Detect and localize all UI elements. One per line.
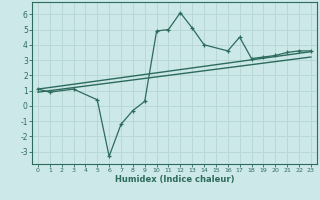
X-axis label: Humidex (Indice chaleur): Humidex (Indice chaleur)	[115, 175, 234, 184]
